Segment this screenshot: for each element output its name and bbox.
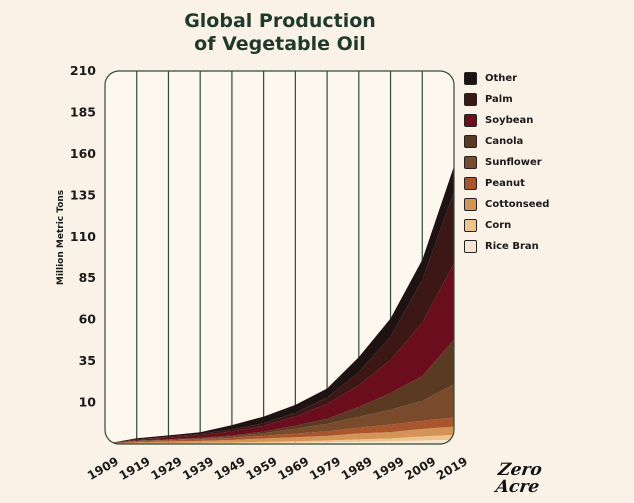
area-layers [105,166,454,444]
legend-label: Sunflower [485,157,542,168]
y-tick-label: 160 [70,146,96,161]
legend-item-sunflower: Sunflower [464,152,624,173]
brand-logo: Zero Acre [494,460,560,497]
legend-label: Cottonseed [485,199,550,210]
legend-label: Canola [485,136,524,147]
legend-item-palm: Palm [464,89,624,110]
y-tick-label: 185 [70,104,96,119]
y-tick-label: 10 [79,395,97,410]
x-tick-label: 1919 [117,454,153,483]
legend-swatch [464,114,477,127]
legend-swatch [464,156,477,169]
legend-swatch [464,219,477,232]
legend-item-canola: Canola [464,131,624,152]
x-tick-label: 1909 [85,454,121,483]
legend-item-other: Other [464,68,624,89]
legend-label: Peanut [485,178,525,189]
legend-item-corn: Corn [464,215,624,236]
legend-label: Rice Bran [485,241,539,252]
legend: Other Palm Soybean Canola Sunflower Peanut Cot… [464,68,624,257]
area-cottonseed [105,426,454,444]
legend-swatch [464,93,477,106]
y-tick-label: 110 [70,229,96,244]
plot-frame [104,70,455,445]
x-tick-label: 1999 [371,454,407,483]
legend-label: Other [485,73,518,84]
chart-title-line-1: Global Production [184,10,376,32]
x-tick-label: 2009 [402,454,438,483]
legend-item-cottonseed: Cottonseed [464,194,624,215]
legend-swatch [464,177,477,190]
area-rice-bran [105,439,454,444]
x-tick-label: 1929 [149,454,185,483]
area-sunflower [105,384,454,444]
legend-swatch [464,198,477,211]
x-tick-label: 1969 [275,454,311,483]
legend-swatch [464,135,477,148]
legend-item-soybean: Soybean [464,110,624,131]
x-tick-label: 1949 [212,454,248,483]
y-tick-label: 210 [70,63,96,78]
x-tick-label: 1979 [307,454,343,483]
legend-swatch [464,72,477,85]
x-tick-label: 1959 [244,454,280,483]
y-tick-label: 35 [79,353,96,368]
x-tick-label: 1939 [180,454,216,483]
area-corn [105,434,454,444]
legend-label: Soybean [485,115,534,126]
y-tick-label: 135 [70,187,96,202]
y-tick-label: 85 [79,270,96,285]
legend-item-rice-bran: Rice Bran [464,236,624,257]
logo-line-2: Acre [494,477,541,497]
legend-label: Palm [485,94,513,105]
x-tick-label: 2019 [434,454,470,483]
legend-item-peanut: Peanut [464,173,624,194]
legend-label: Corn [485,220,512,231]
chart-title-line-2: of Vegetable Oil [194,33,366,55]
legend-swatch [464,240,477,253]
area-soybean [105,263,454,444]
area-peanut [105,417,454,444]
chart-title: Global Production of Vegetable Oil [130,10,430,56]
y-axis-label: Million Metric Tons [56,190,66,285]
y-tick-label: 60 [79,312,97,327]
x-tick-label: 1989 [339,454,375,483]
